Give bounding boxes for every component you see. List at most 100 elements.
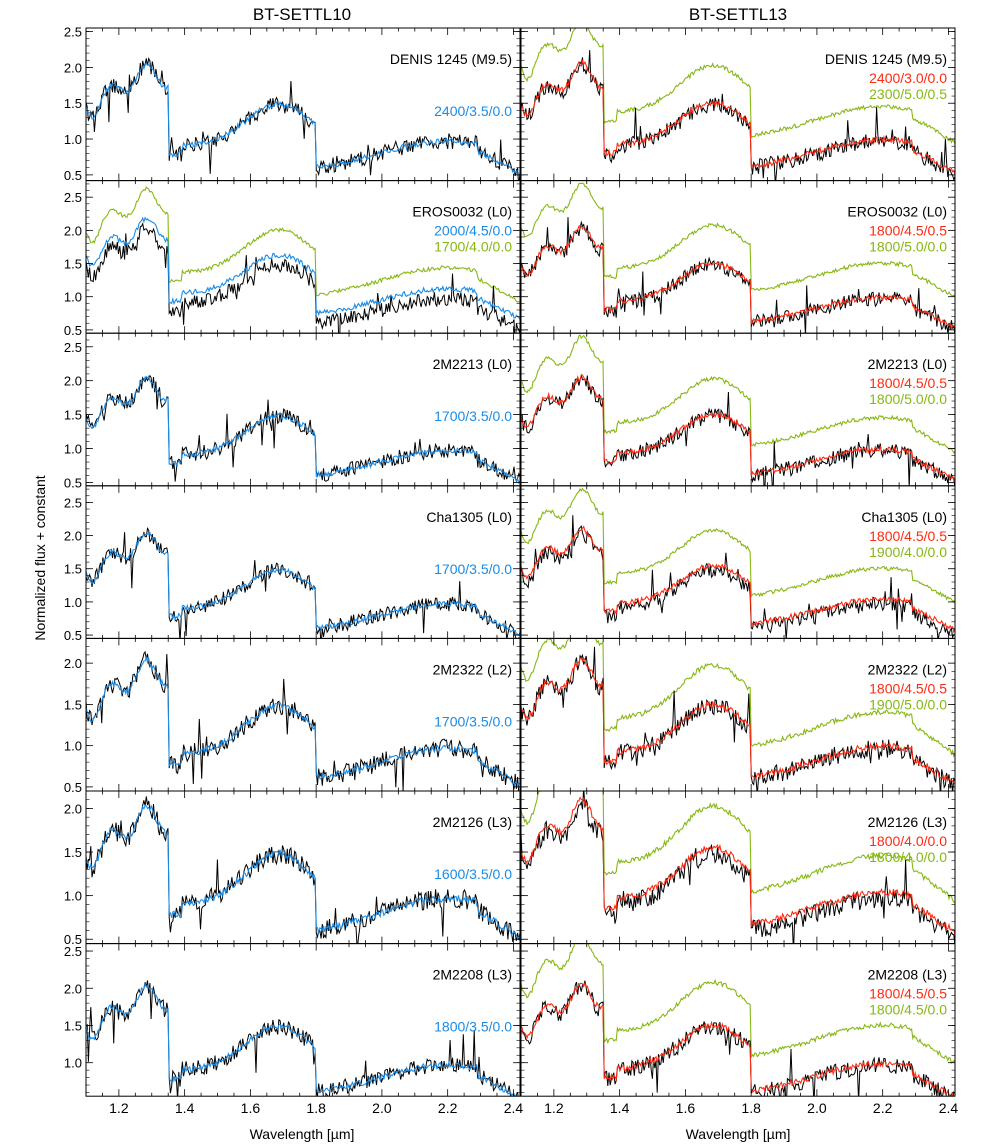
x-tick-label: 1.2 bbox=[109, 1100, 129, 1116]
model-label-green: 1900/5.0/0.0 bbox=[869, 696, 947, 712]
y-tick-label: 2.0 bbox=[64, 529, 82, 544]
observed-spectrum-line bbox=[86, 222, 520, 334]
x-tick-label: 2.0 bbox=[372, 1100, 392, 1116]
panel-row1-settl13: DENIS 1245 (M9.5) 2400/3.0/0.02300/5.0/0.… bbox=[520, 27, 956, 182]
object-label: EROS0032 (L0) bbox=[847, 204, 947, 220]
model-line-green bbox=[521, 943, 955, 1064]
model-label-green: 1800/4.5/0.0 bbox=[869, 1002, 947, 1018]
observed-spectrum-line bbox=[86, 374, 520, 484]
model-line-green bbox=[521, 28, 955, 145]
model-label-green: 1700/4.0/0.0 bbox=[434, 239, 512, 255]
x-tick-label: 1.8 bbox=[306, 1100, 326, 1116]
x-axis-label-right: Wavelength [µm] bbox=[686, 1126, 791, 1142]
model-label-blue: 1700/3.5/0.0 bbox=[434, 713, 512, 729]
object-label: 2M2126 (L3) bbox=[868, 814, 947, 830]
x-axis-label-left: Wavelength [µm] bbox=[250, 1126, 355, 1142]
object-label: EROS0032 (L0) bbox=[412, 204, 512, 220]
x-tick-label: 1.2 bbox=[544, 1100, 564, 1116]
model-line-green bbox=[86, 186, 520, 304]
model-line-red bbox=[521, 225, 955, 331]
model-label-red: 1800/4.5/0.5 bbox=[869, 680, 947, 696]
observed-spectrum-line bbox=[86, 56, 520, 181]
observed-spectrum-line bbox=[86, 796, 520, 944]
y-tick-label: 1.5 bbox=[64, 96, 82, 111]
model-label-blue: 1700/3.5/0.0 bbox=[434, 561, 512, 577]
model-line-red bbox=[521, 656, 955, 785]
object-label: Cha1305 (L0) bbox=[861, 509, 947, 525]
y-tick-label: 1.0 bbox=[64, 132, 82, 147]
panel-grid: 0.5 1.0 1.5 2.0 2.5 DENIS 1245 (M9.5) 2400/3.5… bbox=[64, 25, 959, 1117]
observed-spectrum-line bbox=[86, 980, 519, 1097]
y-tick-label: 1.5 bbox=[64, 257, 82, 272]
observed-spectrum-line bbox=[86, 527, 520, 639]
column-title-right: BT-SETTL13 bbox=[689, 5, 787, 24]
model-line-blue bbox=[86, 982, 519, 1097]
x-tick-label: 1.4 bbox=[610, 1100, 630, 1116]
model-label-blue: 1700/3.5/0.0 bbox=[434, 408, 512, 424]
x-tick-label: 2.0 bbox=[807, 1100, 827, 1116]
model-line-blue bbox=[86, 375, 520, 485]
model-line-green bbox=[521, 791, 955, 904]
y-tick-label: 1.5 bbox=[64, 1018, 82, 1033]
x-tick-label: 2.4 bbox=[504, 1100, 524, 1116]
model-line-red bbox=[521, 796, 955, 935]
x-tick-label: 1.4 bbox=[175, 1100, 195, 1116]
y-tick-label: 2.5 bbox=[64, 25, 82, 40]
y-tick-label: 0.5 bbox=[64, 475, 82, 490]
model-line-red bbox=[521, 981, 955, 1097]
y-tick-label: 1.5 bbox=[64, 845, 82, 860]
y-tick-label: 0.5 bbox=[64, 168, 82, 183]
panel-row2-settl10: 0.5 1.0 1.5 2.0 2.5 EROS0032 (L0) 2000/4.5/0.0… bbox=[64, 180, 521, 338]
model-line-green bbox=[521, 638, 955, 758]
object-label: 2M2322 (L2) bbox=[433, 661, 512, 677]
object-label: DENIS 1245 (M9.5) bbox=[825, 51, 947, 67]
panel-row5-settl10: 0.5 1.0 1.5 2.0 2M2322 (L2) 1700/3.5/0.0 bbox=[64, 637, 521, 795]
panel-frame bbox=[85, 943, 521, 1097]
model-label-red: 1800/4.5/0.5 bbox=[869, 223, 947, 239]
object-label: 2M2126 (L3) bbox=[433, 814, 512, 830]
y-tick-label: 1.0 bbox=[64, 290, 82, 305]
model-line-blue bbox=[86, 804, 520, 940]
model-label-red: 1800/4.5/0.5 bbox=[869, 986, 947, 1002]
panel-row4-settl10: 0.5 1.0 1.5 2.0 2.5 Cha1305 (L0) 1700/3.5/0.0 bbox=[64, 485, 521, 643]
object-label: Cha1305 (L0) bbox=[426, 509, 512, 525]
panel-frame bbox=[520, 943, 956, 1097]
y-tick-label: 1.5 bbox=[64, 408, 82, 423]
y-tick-label: 2.5 bbox=[64, 944, 82, 959]
panel-row6-settl10: 0.5 1.0 1.5 2.0 2M2126 (L3) 1600/3.5/0.0 bbox=[64, 790, 521, 947]
y-tick-label: 1.5 bbox=[64, 697, 82, 712]
model-label-green: 2300/5.0/0.5 bbox=[869, 86, 947, 102]
x-tick-label: 2.2 bbox=[873, 1100, 893, 1116]
model-line-blue bbox=[86, 61, 520, 176]
model-label-red: 1800/4.5/0.5 bbox=[869, 375, 947, 391]
model-line-blue bbox=[86, 655, 520, 786]
y-tick-label: 2.0 bbox=[64, 656, 82, 671]
x-tick-label: 1.8 bbox=[741, 1100, 761, 1116]
model-label-green: 1800/5.0/0.0 bbox=[869, 391, 947, 407]
y-tick-label: 2.5 bbox=[64, 340, 82, 355]
y-tick-label: 2.0 bbox=[64, 374, 82, 389]
column-title-left: BT-SETTL10 bbox=[253, 5, 351, 24]
object-label: DENIS 1245 (M9.5) bbox=[390, 51, 512, 67]
y-tick-label: 0.5 bbox=[64, 323, 82, 338]
model-label-red: 1800/4.0/0.0 bbox=[869, 833, 947, 849]
observed-spectrum-line bbox=[521, 515, 955, 639]
model-line-green bbox=[521, 487, 955, 604]
model-line-red bbox=[521, 525, 955, 634]
model-label-green: 1800/5.0/0.0 bbox=[869, 239, 947, 255]
y-tick-label: 2.5 bbox=[64, 190, 82, 205]
x-tick-label: 2.4 bbox=[939, 1100, 959, 1116]
model-label-red: 1800/4.5/0.5 bbox=[869, 528, 947, 544]
object-label: 2M2322 (L2) bbox=[868, 661, 947, 677]
model-line-red bbox=[521, 58, 955, 175]
object-label: 2M2208 (L3) bbox=[433, 967, 512, 983]
model-line-red bbox=[521, 374, 955, 483]
model-label-blue: 2400/3.5/0.0 bbox=[434, 103, 512, 119]
model-label-red: 2400/3.0/0.0 bbox=[869, 70, 947, 86]
x-tick-label: 1.6 bbox=[241, 1100, 261, 1116]
x-tick-label: 1.6 bbox=[676, 1100, 696, 1116]
